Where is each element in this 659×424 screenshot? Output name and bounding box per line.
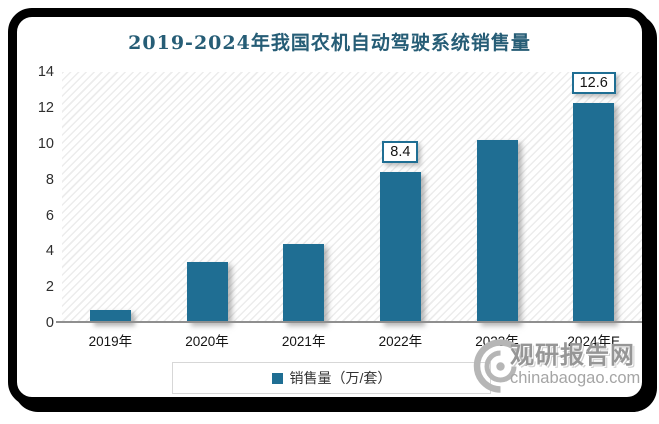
y-tick: 4: [45, 243, 54, 259]
x-tick: 2022年: [378, 334, 423, 349]
bar-group: 12.6: [545, 72, 642, 323]
y-tick: 10: [37, 136, 54, 152]
bar: [89, 310, 131, 323]
y-tick: 12: [37, 100, 54, 116]
chart-title: 2019-2024年我国农机自动驾驶系统销售量: [128, 32, 531, 54]
x-axis-labels: 2019年 2020年 2021年 2022年 2023年 2024年E: [62, 330, 642, 350]
x-tick: 2024年E: [567, 334, 620, 349]
x-tick: 2020年: [185, 334, 229, 349]
y-tick: 6: [45, 208, 54, 224]
bar-value-label: 8.4: [382, 141, 419, 164]
bar: [573, 103, 615, 323]
bar: [186, 262, 228, 323]
y-tick: 8: [45, 172, 54, 188]
bar-group: [62, 72, 159, 323]
bar-group: 8.4: [352, 72, 449, 323]
bar: [283, 244, 325, 323]
bar-group: [449, 72, 546, 323]
legend: 销售量（万/套）: [172, 362, 491, 394]
bar-group: [255, 72, 352, 323]
x-tick: 2019年: [88, 334, 133, 349]
y-tick: 14: [37, 64, 54, 80]
watermark-name: 观研报告网: [510, 342, 635, 369]
bar: [476, 140, 518, 323]
legend-label: 销售量（万/套）: [289, 370, 392, 386]
legend-swatch-icon: [271, 372, 283, 384]
bars-container: 8.4 12.6: [62, 72, 642, 323]
y-axis: 14 12 10 8 6 4 2 0: [14, 64, 56, 331]
y-tick: 0: [45, 315, 54, 331]
y-tick: 2: [45, 279, 54, 295]
bar-value-label: 12.6: [571, 72, 616, 94]
x-tick: 2021年: [281, 334, 326, 349]
watermark: 观研报告网 chinabaogao.com: [510, 342, 655, 387]
bar: [379, 172, 421, 323]
plot-area: [62, 72, 642, 323]
bar-group: [159, 72, 256, 323]
x-axis-line: [56, 321, 642, 323]
watermark-logo-icon: [473, 339, 528, 393]
watermark-domain: chinabaogao.com: [510, 369, 641, 387]
